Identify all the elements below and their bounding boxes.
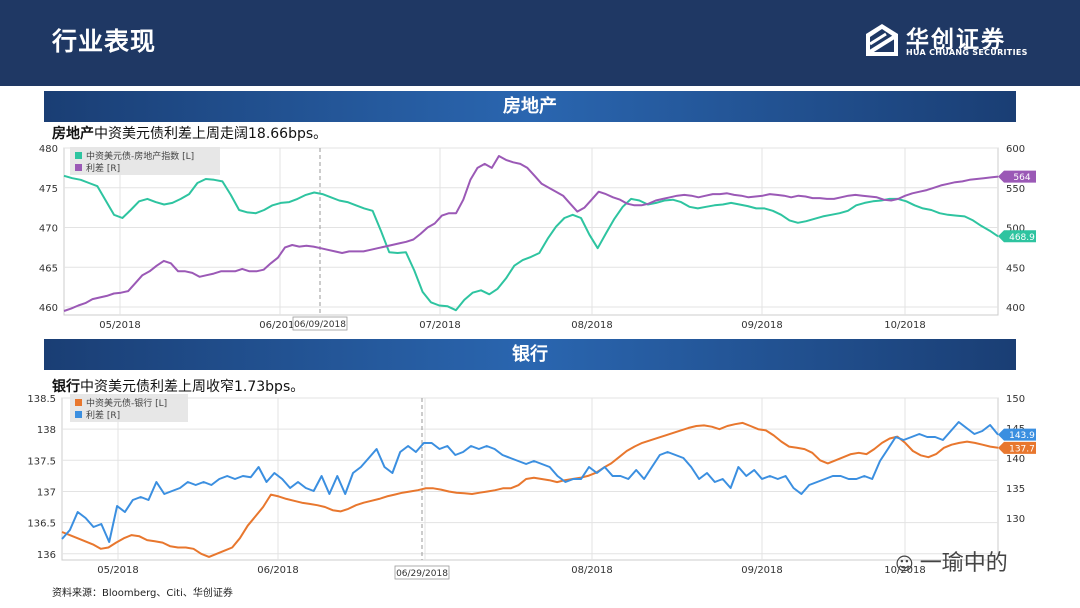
x-axis-tick-label: 08/2018 [571,320,613,331]
page-title: 行业表现 [52,27,157,56]
wechat-icon: ☺ [895,554,914,575]
legend-swatch-0 [75,399,82,406]
left-axis-tick-label: 137.5 [27,456,56,467]
date-marker-label: 06/29/2018 [396,569,448,579]
x-axis-tick-label: 10/2018 [884,565,926,576]
right-axis-tick-label: 130 [1006,514,1025,525]
left-axis-tick-label: 465 [39,263,58,274]
legend-label-0: 中资美元债-银行 [L] [86,397,167,409]
logo-text-cn: 华创证券 [906,27,1006,53]
plot-area [63,147,999,316]
logo-text-en: HUA CHUANG SECURITIES [906,48,1028,57]
date-marker-box [292,316,348,331]
watermark-text: 一瑜中的 [919,551,1008,576]
right-axis-tick-label: 400 [1006,303,1025,314]
legend-box [70,394,188,422]
summary-bold: 房地产 [52,126,94,142]
left-axis-tick-label: 470 [39,224,58,235]
summary-bold: 银行 [52,379,80,395]
x-axis-tick-label: 05/2018 [99,320,141,331]
header-bar: 行业表现 华创证券 HUA CHUANG SECURITIES [0,0,1080,86]
right-axis-tick-label: 500 [1006,224,1025,235]
right-axis-tick-label: 450 [1006,263,1025,274]
logo-mark-icon [866,24,898,56]
legend-swatch-1 [75,164,82,171]
left-axis-tick-label: 136 [37,550,56,561]
left-axis-tick-label: 138.5 [27,394,56,405]
left-axis-tick-label: 460 [39,303,58,314]
summary-text: 中资美元债利差上周收窄1.73bps。 [80,379,305,395]
series-line-1 [63,155,999,312]
left-axis-tick-label: 138 [37,425,56,436]
right-axis-tick-label: 140 [1006,454,1025,465]
x-axis-tick-label: 08/2018 [571,565,613,576]
left-axis-tick-label: 475 [39,184,58,195]
right-axis-tick-label: 135 [1006,484,1025,495]
series-end-flag-0 [998,441,1036,454]
series-line-0 [61,421,999,558]
section-band-real-estate: 房地产 [44,91,1016,122]
series-line-0 [63,174,999,312]
legend-swatch-1 [75,411,82,418]
series-line-1 [61,421,999,543]
x-axis-tick-label: 06/2018 [259,320,301,331]
real-estate-chart: 460 465 470 475 480 400 450 500 550 600 05/2018 06/… [39,144,1036,331]
legend-swatch-0 [75,152,82,159]
left-axis-tick-label: 136.5 [27,519,56,530]
source-note: 资料来源：Bloomberg、Citi、华创证券 [52,588,233,599]
series-end-label-0: 468.9 [1009,233,1035,243]
x-axis-tick-label: 10/2018 [884,320,926,331]
bank-chart: 136136.5137137.5138138.51301351401451500… [27,394,1036,580]
x-axis-tick-label: 09/2018 [741,320,783,331]
summary-bank: 银行中资美元债利差上周收窄1.73bps。 [52,376,304,396]
right-axis-tick-label: 150 [1006,394,1025,405]
legend-label-1: 利差 [R] [86,409,120,421]
legend-label-1: 利差 [R] [86,162,120,174]
section-band-bank: 银行 [44,339,1016,370]
date-marker-label: 06/09/2018 [294,320,346,330]
company-logo: 华创证券 HUA CHUANG SECURITIES [864,20,1027,60]
series-end-label-1: 564 [1013,173,1030,183]
right-axis-tick-label: 550 [1006,184,1025,195]
left-axis-tick-label: 137 [37,487,56,498]
x-axis-tick-label: 05/2018 [97,565,139,576]
legend-box [70,147,220,175]
summary-real-estate: 房地产中资美元债利差上周走阔18.66bps。 [52,123,327,143]
legend-label-0: 中资美元债-房地产指数 [L] [86,150,194,162]
series-end-label-0: 137.7 [1009,444,1035,454]
series-end-flag-0 [998,230,1036,243]
series-end-flag-1 [998,170,1036,183]
series-end-flag-1 [998,428,1036,441]
x-axis-tick-label: 07/2018 [419,320,461,331]
right-axis-tick-label: 600 [1006,144,1025,155]
watermark: ☺ 一瑜中的 [895,545,1008,577]
x-axis-tick-label: 06/2018 [257,565,299,576]
left-axis-tick-label: 480 [39,144,58,155]
summary-text: 中资美元债利差上周走阔18.66bps。 [94,126,328,142]
series-end-label-1: 143.9 [1009,431,1035,441]
date-marker-box [394,565,450,580]
x-axis-tick-label: 09/2018 [741,565,783,576]
